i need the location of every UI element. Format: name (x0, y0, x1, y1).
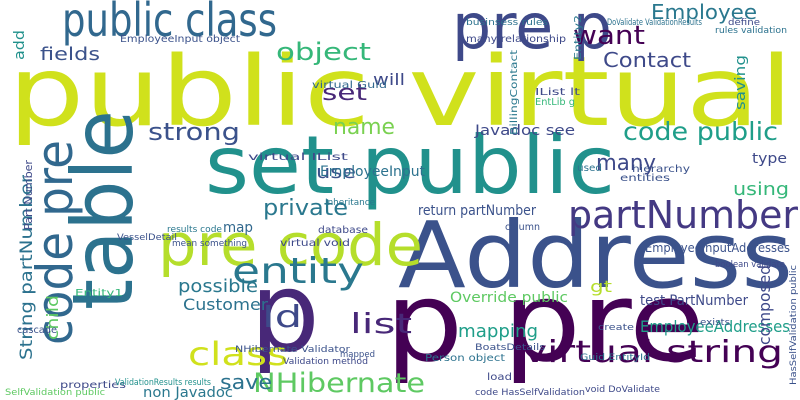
word: rules validation (715, 26, 787, 36)
word: exists (700, 318, 730, 328)
word: Entity1 (75, 288, 123, 299)
word: type (752, 151, 787, 167)
word: load (487, 372, 512, 383)
word: list (350, 307, 412, 340)
word: Part Number (22, 160, 35, 230)
word: Person object (425, 353, 505, 364)
word: Customer (183, 295, 268, 314)
word: child (43, 295, 62, 340)
word: will (373, 70, 405, 89)
word: EmployeeInput (320, 164, 426, 180)
word: EmployeeInputAddresses (645, 241, 790, 255)
word: column (505, 222, 540, 233)
word: non Javadoc (143, 385, 233, 400)
word: entity (232, 251, 364, 292)
word: IList lt (535, 87, 580, 98)
word: virtual void (280, 238, 350, 249)
word: object (276, 38, 371, 66)
word: p (250, 248, 320, 376)
word: SelfValidation public (5, 388, 105, 398)
word: many relationship (466, 34, 566, 45)
word: pre p (452, 0, 612, 63)
word: Id (262, 300, 302, 335)
word: partNumber (568, 193, 798, 237)
word: name (333, 115, 395, 140)
word: using (733, 179, 789, 200)
word: BoatsDetails (475, 343, 545, 353)
word: Javadoc see (474, 123, 575, 139)
word: map (223, 220, 253, 236)
word: cascade (17, 325, 57, 336)
word: hierarchy (632, 164, 690, 175)
word: virtual IList (248, 152, 348, 163)
word: mean something (172, 239, 247, 249)
word: NHibernate (253, 368, 425, 399)
word: mapped (340, 350, 375, 360)
word: DoValidate ValidationResults (607, 18, 702, 28)
word: businsess rules (466, 18, 548, 28)
word: want (573, 21, 645, 51)
word: set (322, 81, 367, 106)
word: Address (398, 202, 793, 309)
word: pre code (158, 211, 423, 279)
word: Validation method (283, 357, 368, 367)
word: virtual string (523, 335, 783, 370)
word: composed (755, 265, 774, 345)
word: private (263, 196, 348, 221)
word: return partNumber (418, 203, 536, 219)
word: BillingContact (509, 50, 520, 135)
word: database (318, 225, 368, 236)
word: VesselDetail (117, 233, 177, 243)
word: entities (620, 173, 670, 184)
word: virtual Guid (312, 80, 387, 91)
word: boolean validate (715, 260, 785, 270)
word: mapping (458, 321, 538, 342)
word: String partNumber (17, 175, 37, 360)
word: possible (178, 276, 258, 297)
word: gt (590, 277, 612, 296)
word: p pre (385, 258, 705, 386)
word: set public (205, 119, 615, 212)
word: add (12, 30, 28, 60)
word: results code (167, 225, 222, 235)
word: code public (623, 117, 778, 146)
word: create (598, 323, 635, 333)
word: define (728, 18, 761, 28)
word: save (220, 370, 272, 394)
word: NHibernate Validator (235, 345, 350, 355)
word: void DoValidate (585, 385, 660, 395)
word: public class (62, 0, 277, 47)
word: public virtual (8, 36, 793, 148)
word: table (54, 110, 152, 310)
word: code HasSelfValidation (475, 388, 585, 398)
word: HasSelfValidation public (789, 265, 799, 385)
word: properties (60, 380, 126, 391)
word: Inheritance (325, 198, 375, 208)
word: fields (40, 44, 100, 65)
word: code pre (26, 140, 84, 345)
word: EmployeeAddresses (640, 317, 790, 336)
word: Override public (450, 290, 568, 306)
word: saving (733, 55, 749, 110)
word: class (188, 335, 288, 373)
word: used (577, 163, 602, 174)
word: test PartNumber (640, 293, 748, 309)
word: many (596, 151, 656, 176)
word: Guid EntityId (580, 353, 650, 363)
word: Entity2 (573, 15, 584, 60)
word: Employee (651, 0, 757, 24)
word: use (316, 162, 356, 183)
word: EntLib g (535, 97, 575, 108)
word: ValidationResults results (115, 378, 211, 388)
word: strong (148, 118, 240, 146)
word: EmployeeInput object (120, 34, 240, 45)
word: Contact (603, 48, 691, 72)
